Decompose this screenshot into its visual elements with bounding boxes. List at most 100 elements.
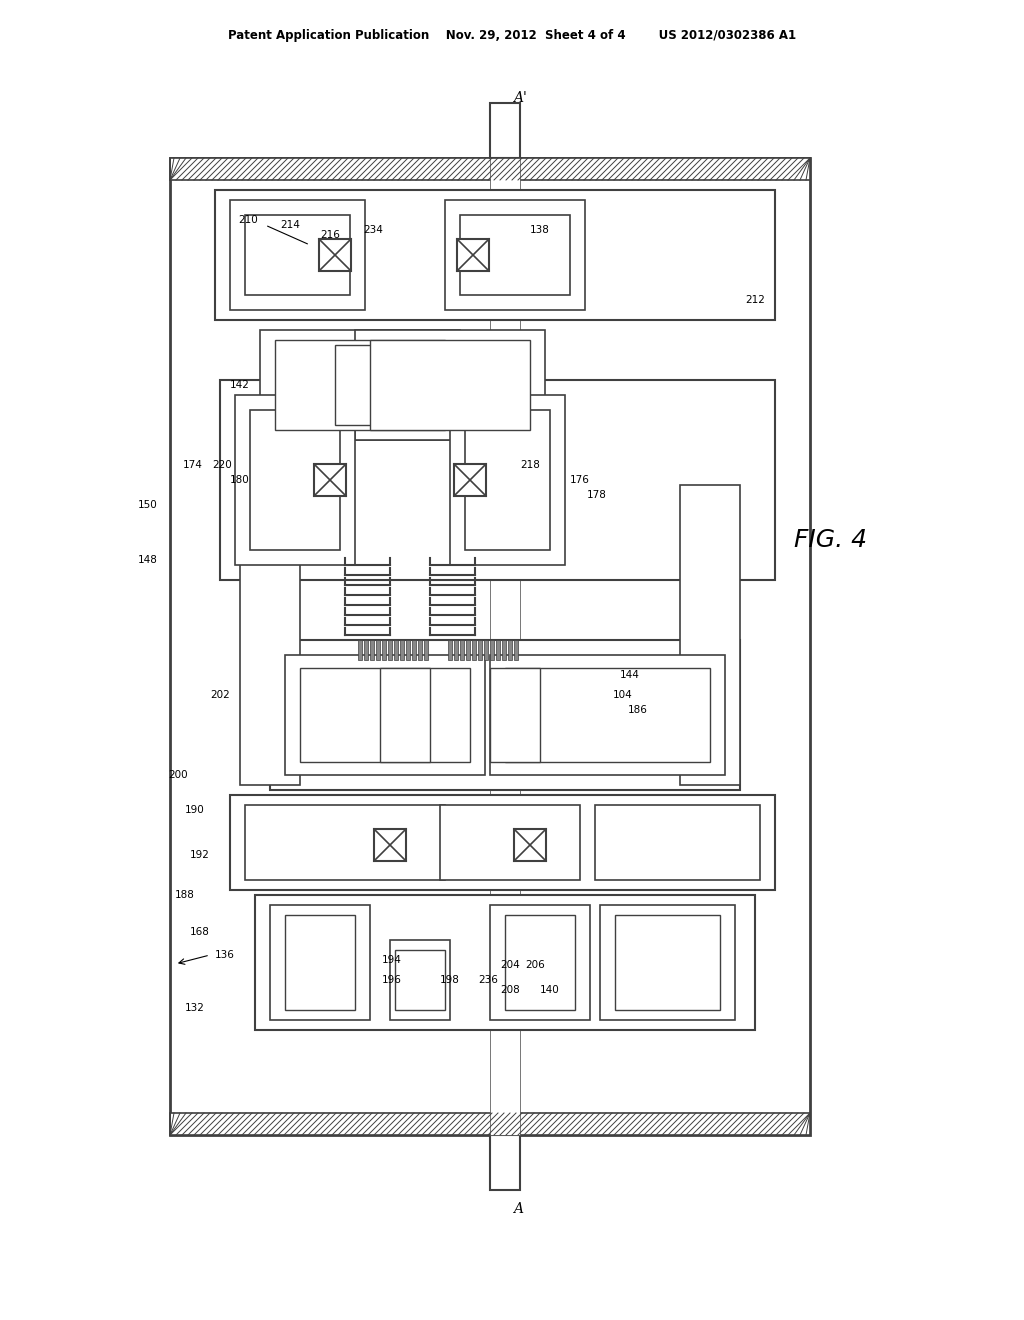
Bar: [270, 906, 370, 1020]
Text: 150: 150: [138, 500, 158, 510]
Bar: [382, 640, 386, 660]
Text: 236: 236: [478, 975, 498, 985]
Bar: [319, 239, 351, 271]
Text: 212: 212: [745, 294, 765, 305]
Text: FIG. 4: FIG. 4: [794, 528, 866, 552]
Bar: [285, 915, 355, 1010]
Text: 218: 218: [520, 459, 540, 470]
Text: 104: 104: [613, 690, 633, 700]
Bar: [505, 915, 575, 1010]
Bar: [460, 640, 464, 660]
Bar: [457, 239, 489, 271]
Text: A: A: [513, 1203, 523, 1216]
Text: 138: 138: [530, 224, 550, 235]
Text: 176: 176: [570, 475, 590, 484]
Text: 132: 132: [185, 1003, 205, 1012]
Bar: [234, 395, 355, 565]
Text: 188: 188: [175, 890, 195, 900]
Bar: [220, 380, 775, 579]
Text: 136: 136: [215, 950, 234, 960]
Bar: [490, 158, 520, 1135]
Bar: [400, 640, 404, 660]
Text: 144: 144: [621, 671, 640, 680]
Bar: [406, 640, 410, 660]
Bar: [490, 1135, 520, 1191]
Bar: [418, 640, 422, 660]
Bar: [496, 640, 500, 660]
Text: 180: 180: [230, 475, 250, 484]
Bar: [364, 640, 368, 660]
Bar: [454, 640, 458, 660]
Bar: [450, 395, 565, 565]
Bar: [388, 640, 392, 660]
Bar: [355, 330, 545, 440]
Bar: [245, 215, 350, 294]
Bar: [230, 795, 775, 890]
Text: 194: 194: [382, 954, 402, 965]
Text: A': A': [513, 91, 527, 106]
Bar: [465, 411, 550, 550]
Bar: [250, 411, 340, 550]
Bar: [478, 640, 482, 660]
Bar: [240, 484, 300, 785]
Bar: [215, 190, 775, 319]
Text: 220: 220: [212, 459, 231, 470]
Bar: [170, 158, 810, 1135]
Bar: [380, 668, 430, 762]
Bar: [376, 640, 380, 660]
Text: 168: 168: [190, 927, 210, 937]
Bar: [484, 640, 488, 660]
Bar: [454, 465, 486, 496]
Bar: [255, 895, 755, 1030]
Text: 196: 196: [382, 975, 402, 985]
Text: 190: 190: [185, 805, 205, 814]
Bar: [490, 640, 494, 660]
Bar: [490, 655, 725, 775]
Text: 214: 214: [280, 220, 300, 230]
Text: 206: 206: [525, 960, 545, 970]
Bar: [466, 640, 470, 660]
Bar: [170, 158, 810, 180]
Text: 234: 234: [364, 224, 383, 235]
Bar: [314, 465, 346, 496]
Bar: [449, 640, 452, 660]
Bar: [270, 640, 740, 789]
Bar: [170, 1113, 810, 1135]
Bar: [502, 640, 506, 660]
Bar: [260, 330, 460, 440]
Bar: [615, 915, 720, 1010]
Text: 174: 174: [183, 459, 203, 470]
Bar: [490, 906, 590, 1020]
Bar: [395, 950, 445, 1010]
Bar: [412, 640, 416, 660]
Bar: [424, 640, 428, 660]
Bar: [358, 640, 362, 660]
Bar: [374, 829, 406, 861]
Bar: [514, 640, 518, 660]
Text: 186: 186: [628, 705, 648, 715]
Bar: [490, 103, 520, 158]
Text: 208: 208: [500, 985, 520, 995]
Text: 148: 148: [138, 554, 158, 565]
Bar: [275, 341, 445, 430]
Text: 204: 204: [500, 960, 520, 970]
Bar: [472, 640, 476, 660]
Bar: [245, 805, 445, 880]
Bar: [285, 655, 485, 775]
Bar: [335, 345, 385, 425]
Bar: [514, 829, 546, 861]
Bar: [394, 640, 398, 660]
Bar: [370, 640, 374, 660]
Text: 200: 200: [168, 770, 187, 780]
Text: Patent Application Publication    Nov. 29, 2012  Sheet 4 of 4        US 2012/030: Patent Application Publication Nov. 29, …: [228, 29, 796, 41]
Bar: [370, 341, 530, 430]
Text: 210: 210: [239, 215, 258, 224]
Text: 198: 198: [440, 975, 460, 985]
Text: 140: 140: [540, 985, 560, 995]
Bar: [505, 668, 710, 762]
Bar: [445, 201, 585, 310]
Bar: [440, 805, 580, 880]
Text: 216: 216: [321, 230, 340, 240]
Bar: [508, 640, 512, 660]
Bar: [600, 906, 735, 1020]
